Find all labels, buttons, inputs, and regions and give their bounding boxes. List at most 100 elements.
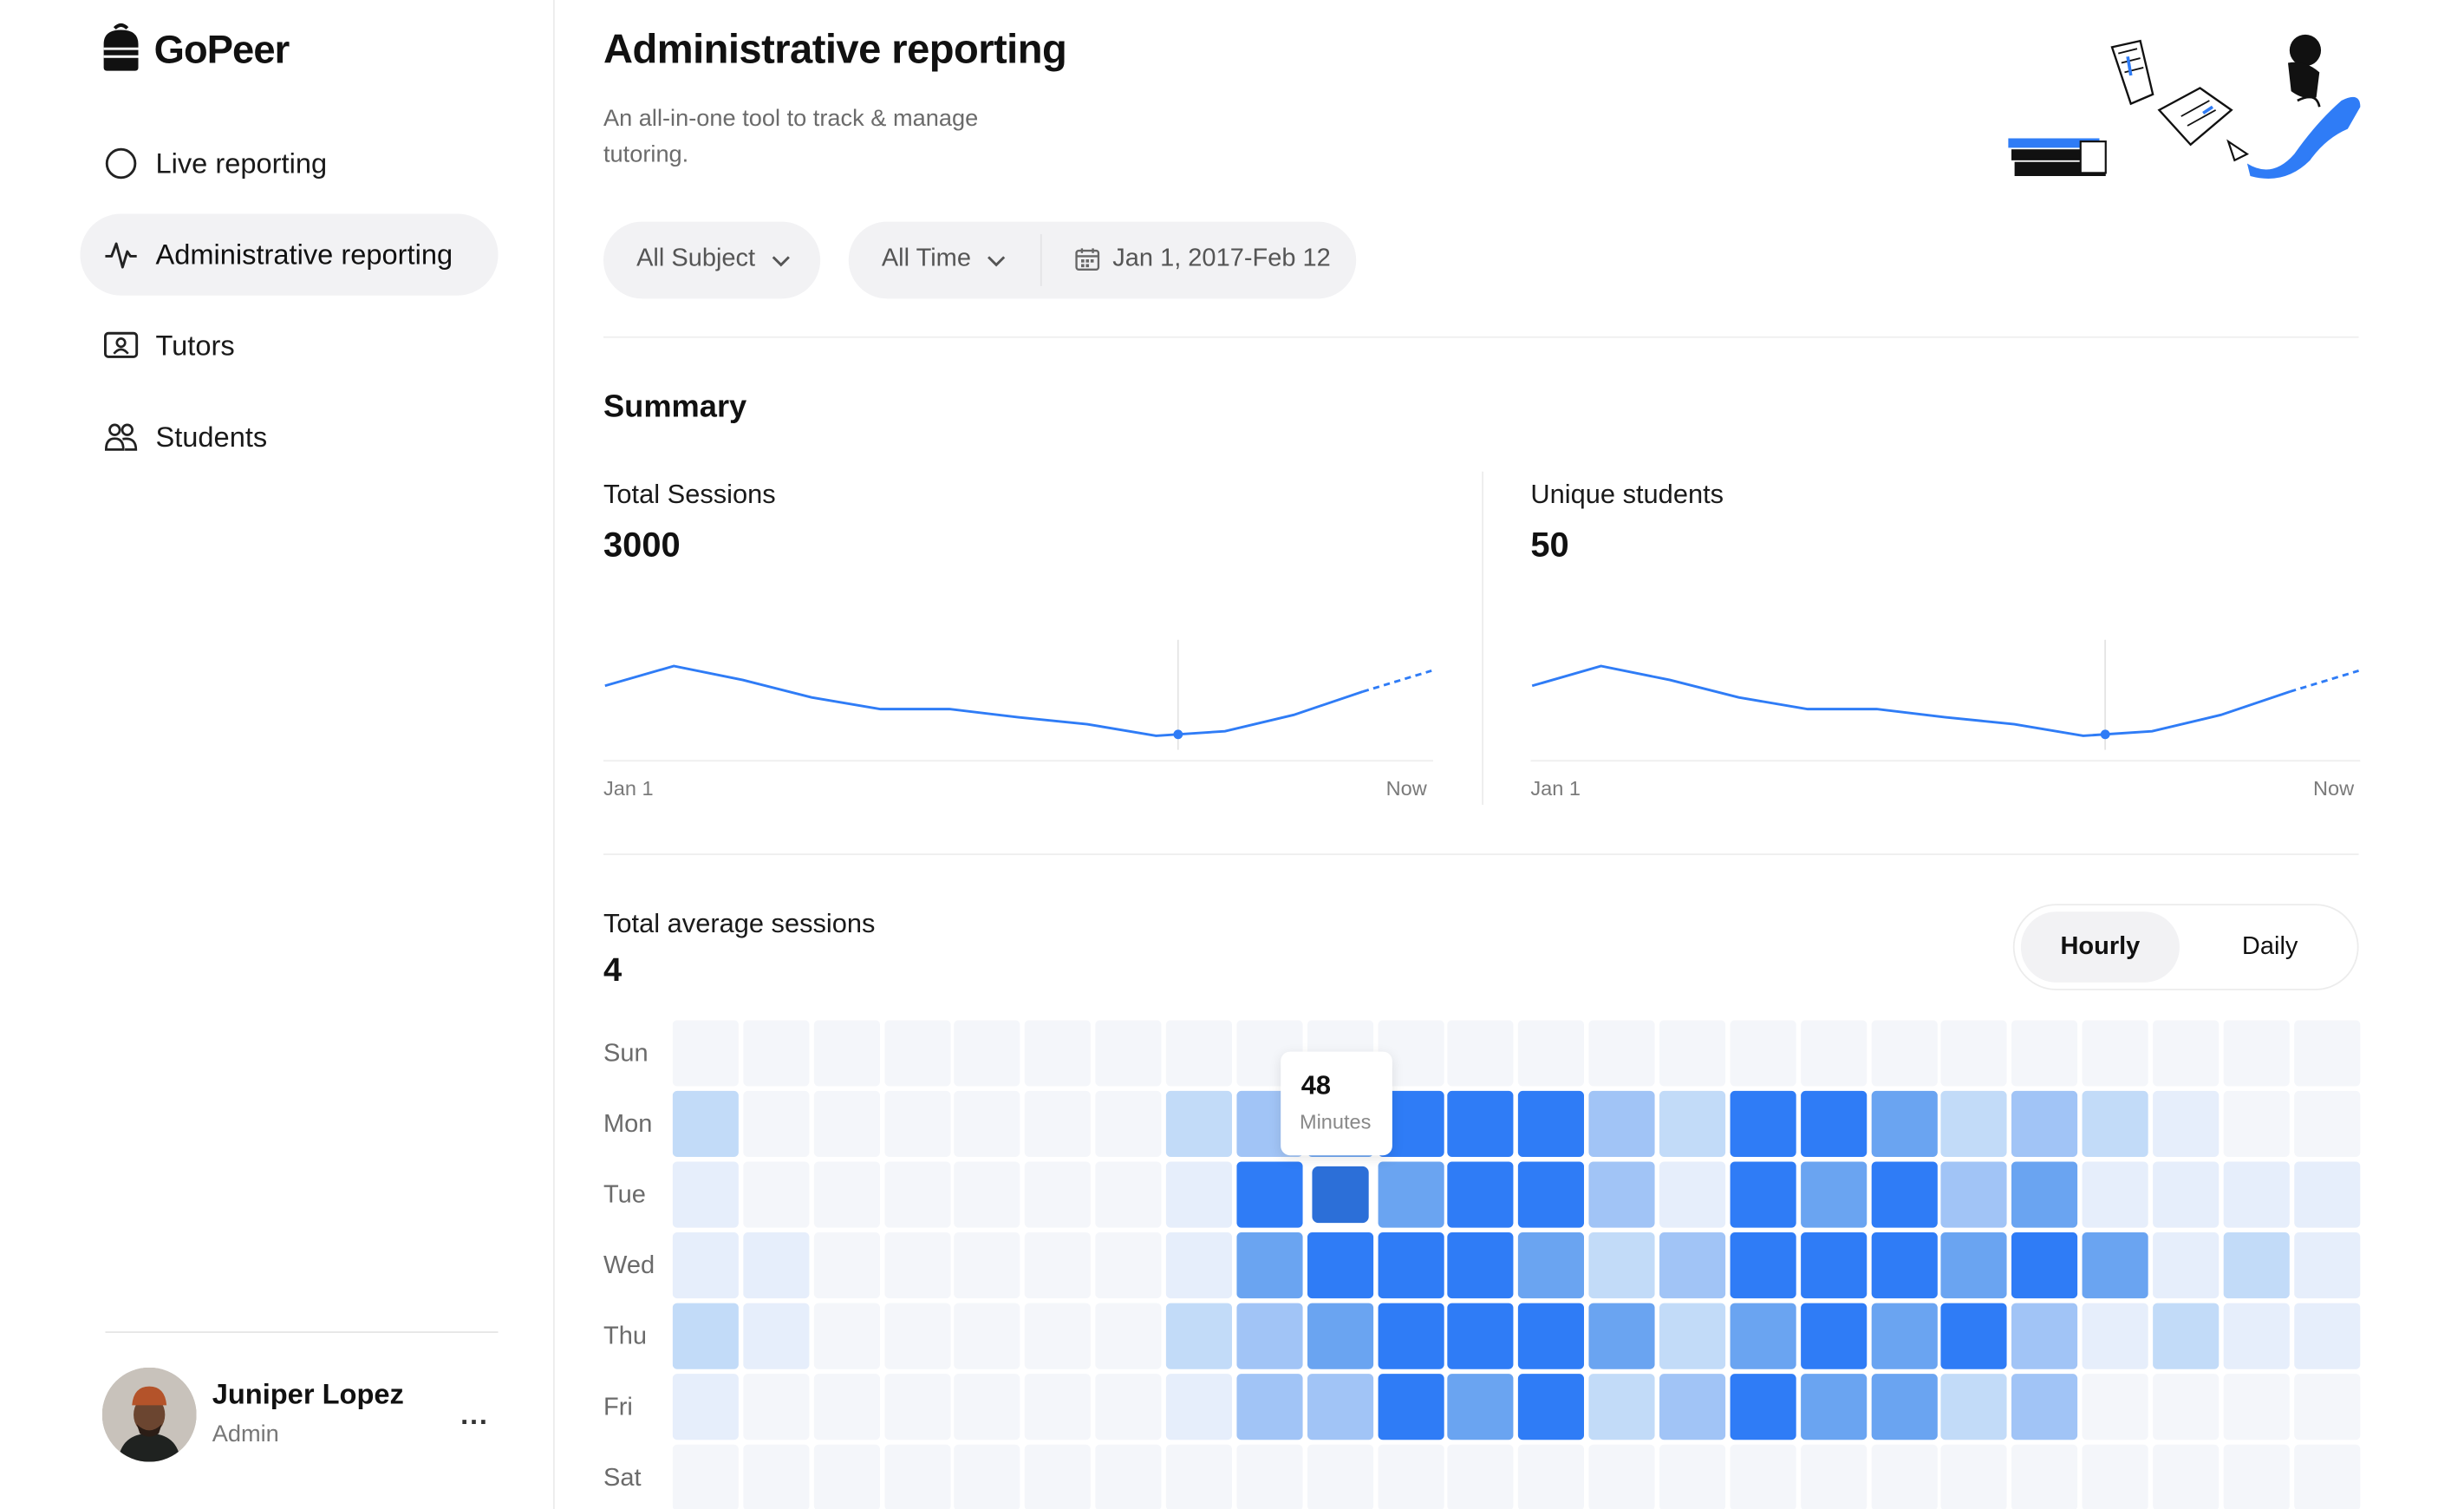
heatmap-cell[interactable] (1165, 1444, 1232, 1509)
heatmap-cell[interactable] (1659, 1303, 1725, 1369)
heatmap-cell[interactable] (1307, 1444, 1373, 1509)
heatmap-cell[interactable] (1377, 1303, 1444, 1369)
heatmap-cell[interactable] (1940, 1090, 2008, 1157)
heatmap-cell[interactable] (1307, 1303, 1373, 1369)
heatmap-cell[interactable] (1588, 1020, 1655, 1087)
heatmap-cell[interactable] (1165, 1303, 1232, 1369)
heatmap-cell[interactable] (1518, 1020, 1585, 1087)
heatmap-cell[interactable] (2011, 1161, 2078, 1228)
heatmap-cell[interactable] (1659, 1232, 1725, 1299)
heatmap-cell[interactable] (1588, 1444, 1655, 1509)
heatmap-cell[interactable] (1448, 1232, 1515, 1299)
heatmap-cell[interactable] (1448, 1161, 1515, 1228)
heatmap-cell[interactable] (1588, 1232, 1655, 1299)
heatmap-cell[interactable] (1025, 1161, 1092, 1228)
heatmap-cell[interactable] (2152, 1232, 2220, 1299)
heatmap-cell[interactable] (1165, 1232, 1232, 1299)
heatmap-cell[interactable] (2082, 1444, 2148, 1509)
more-options-button[interactable]: ... (460, 1399, 489, 1431)
heatmap-cell[interactable] (1588, 1090, 1655, 1157)
heatmap-cell[interactable] (1730, 1090, 1796, 1157)
heatmap-cell[interactable] (813, 1020, 880, 1087)
heatmap-cell[interactable] (1236, 1374, 1303, 1440)
heatmap-cell[interactable] (1165, 1090, 1232, 1157)
heatmap-cell[interactable] (883, 1020, 950, 1087)
heatmap-cell[interactable] (1236, 1444, 1303, 1509)
heatmap-cell[interactable] (954, 1020, 1021, 1087)
heatmap-cell[interactable] (1025, 1444, 1092, 1509)
heatmap-cell[interactable] (1095, 1374, 1162, 1440)
heatmap-cell[interactable] (1940, 1232, 2008, 1299)
heatmap-cell[interactable] (2152, 1374, 2220, 1440)
heatmap-cell[interactable] (813, 1232, 880, 1299)
brand-logo[interactable]: GoPeer (101, 22, 290, 80)
heatmap-cell[interactable] (2223, 1161, 2290, 1228)
heatmap-cell[interactable] (1095, 1020, 1162, 1087)
heatmap-cell[interactable] (672, 1444, 739, 1509)
heatmap-cell[interactable] (1940, 1020, 2008, 1087)
heatmap-cell[interactable] (1095, 1232, 1162, 1299)
heatmap-cell[interactable] (743, 1090, 810, 1157)
heatmap-cell[interactable] (2082, 1020, 2148, 1087)
heatmap-cell[interactable] (672, 1303, 739, 1369)
heatmap-cell[interactable] (1236, 1161, 1303, 1228)
heatmap-cell[interactable] (1025, 1090, 1092, 1157)
heatmap-cell[interactable] (1095, 1161, 1162, 1228)
heatmap-cell[interactable] (1518, 1374, 1585, 1440)
heatmap-cell[interactable] (2082, 1232, 2148, 1299)
heatmap-cell[interactable] (1095, 1090, 1162, 1157)
heatmap-cell[interactable] (1870, 1090, 1937, 1157)
heatmap-cell[interactable] (1659, 1374, 1725, 1440)
heatmap-cell[interactable] (743, 1232, 810, 1299)
avatar[interactable] (101, 1367, 197, 1462)
heatmap-cell[interactable] (1940, 1161, 2008, 1228)
heatmap-cell[interactable] (883, 1090, 950, 1157)
time-filter-dropdown[interactable]: All Time (849, 222, 1040, 299)
heatmap-cell[interactable] (2011, 1090, 2078, 1157)
heatmap-cell[interactable] (1311, 1166, 1369, 1224)
heatmap-cell[interactable] (1730, 1161, 1796, 1228)
heatmap-cell[interactable] (2011, 1444, 2078, 1509)
heatmap-cell[interactable] (954, 1303, 1021, 1369)
heatmap-cell[interactable] (1165, 1020, 1232, 1087)
heatmap-cell[interactable] (1870, 1020, 1937, 1087)
heatmap-cell[interactable] (2011, 1020, 2078, 1087)
heatmap-cell[interactable] (1588, 1161, 1655, 1228)
heatmap-cell[interactable] (2082, 1374, 2148, 1440)
heatmap-cell[interactable] (2152, 1020, 2220, 1087)
heatmap-cell[interactable] (954, 1444, 1021, 1509)
heatmap-cell[interactable] (2011, 1232, 2078, 1299)
heatmap-cell[interactable] (2293, 1161, 2360, 1228)
chart-point-marker[interactable] (1173, 729, 1183, 740)
heatmap-cell[interactable] (2223, 1444, 2290, 1509)
heatmap-cell[interactable] (743, 1374, 810, 1440)
heatmap-cell[interactable] (1800, 1374, 1867, 1440)
heatmap-cell[interactable] (1870, 1232, 1937, 1299)
heatmap-cell[interactable] (813, 1444, 880, 1509)
heatmap-cell[interactable] (743, 1303, 810, 1369)
heatmap-cell[interactable] (743, 1161, 810, 1228)
heatmap-cell[interactable] (1377, 1374, 1444, 1440)
heatmap-cell[interactable] (2152, 1303, 2220, 1369)
heatmap-cell[interactable] (954, 1232, 1021, 1299)
heatmap-cell[interactable] (813, 1090, 880, 1157)
heatmap-cell[interactable] (672, 1090, 739, 1157)
heatmap-cell[interactable] (883, 1444, 950, 1509)
heatmap-cell[interactable] (2011, 1303, 2078, 1369)
sidebar-item-tutors[interactable]: Tutors (80, 305, 498, 387)
sidebar-item-administrative-reporting[interactable]: Administrative reporting (80, 213, 499, 296)
heatmap-cell[interactable] (1940, 1303, 2008, 1369)
heatmap-cell[interactable] (1588, 1374, 1655, 1440)
heatmap-cell[interactable] (813, 1303, 880, 1369)
heatmap-cell[interactable] (2152, 1444, 2220, 1509)
date-range-picker[interactable]: Jan 1, 2017-Feb 12 (1042, 222, 1357, 299)
heatmap-cell[interactable] (1730, 1303, 1796, 1369)
heatmap-cell[interactable] (2011, 1374, 2078, 1440)
heatmap-cell[interactable] (2293, 1444, 2360, 1509)
heatmap-cell[interactable] (2223, 1303, 2290, 1369)
subject-filter-dropdown[interactable]: All Subject (603, 221, 821, 299)
heatmap-cell[interactable] (1800, 1232, 1867, 1299)
heatmap-cell[interactable] (1518, 1161, 1585, 1228)
heatmap-cell[interactable] (743, 1444, 810, 1509)
heatmap-cell[interactable] (2293, 1090, 2360, 1157)
